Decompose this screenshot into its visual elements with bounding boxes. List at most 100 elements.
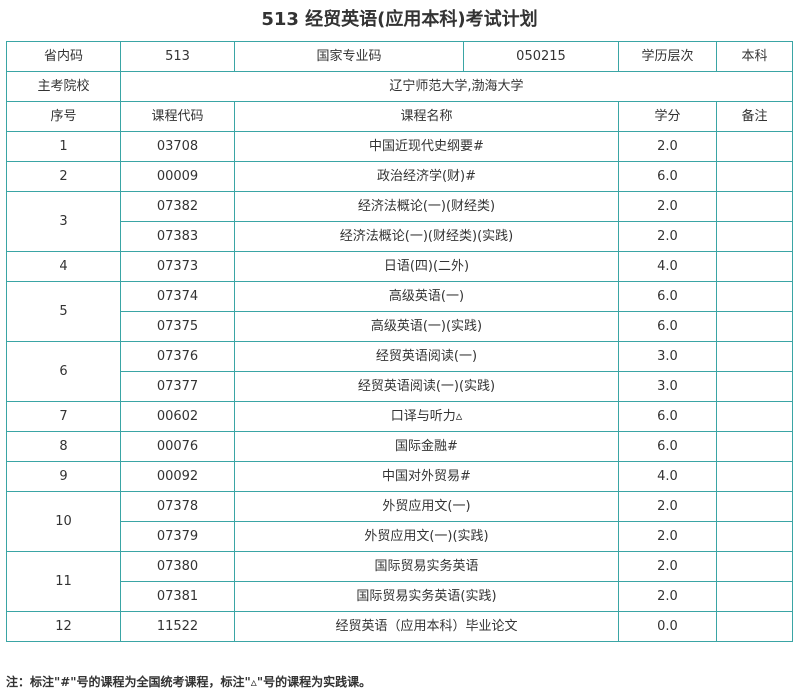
province-code-value: 513 (120, 41, 235, 72)
table-row: 4 07373 日语(四)(二外) 4.0 (6, 251, 793, 282)
row-seq: 5 (6, 281, 121, 342)
course-name: 国际贸易实务英语 (234, 551, 619, 582)
table-row: 12 11522 经贸英语（应用本科）毕业论文 0.0 (6, 611, 793, 642)
course-remark (716, 611, 793, 642)
row-seq: 10 (6, 491, 121, 552)
course-code: 07377 (120, 371, 235, 402)
course-name: 经济法概论(一)(财经类) (234, 191, 619, 222)
table-row: 6 07376 经贸英语阅读(一) 3.0 (6, 341, 793, 402)
course-name: 经贸英语阅读(一) (234, 341, 619, 372)
row-seq: 2 (6, 161, 121, 192)
table-row: 8 00076 国际金融# 6.0 (6, 431, 793, 462)
course-name: 外贸应用文(一)(实践) (234, 521, 619, 552)
table-row: 5 07374 高级英语(一) 6.0 (6, 281, 793, 342)
table-row: 3 07382 经济法概论(一)(财经类) 2.0 (6, 191, 793, 252)
course-name: 高级英语(一)(实践) (234, 311, 619, 342)
course-credit: 3.0 (618, 371, 717, 402)
table-row: 11 07380 国际贸易实务英语 2.0 (6, 551, 793, 612)
course-code: 07381 (120, 581, 235, 612)
course-remark (716, 221, 793, 252)
level-value: 本科 (716, 41, 793, 72)
table-row: 07383 经济法概论(一)(财经类)(实践) 2.0 (7, 221, 793, 252)
course-remark (716, 521, 793, 552)
course-remark (716, 131, 793, 162)
national-code-label: 国家专业码 (234, 41, 464, 72)
course-name: 中国近现代史纲要# (234, 131, 619, 162)
course-credit: 2.0 (618, 581, 717, 612)
school-label: 主考院校 (6, 71, 121, 102)
course-remark (716, 401, 793, 432)
course-remark (716, 431, 793, 462)
meta-row: 省内码 513 国家专业码 050215 学历层次 本科 (6, 41, 793, 72)
course-name: 经贸英语（应用本科）毕业论文 (234, 611, 619, 642)
row-seq: 9 (6, 461, 121, 492)
header-row: 序号 课程代码 课程名称 学分 备注 (6, 101, 793, 132)
course-credit: 2.0 (618, 491, 717, 522)
header-code: 课程代码 (120, 101, 235, 132)
course-name: 国际贸易实务英语(实践) (234, 581, 619, 612)
footnote: 注：标注"#"号的课程为全国统考课程，标注"▵"号的课程为实践课。 (6, 675, 372, 689)
table-row: 1 03708 中国近现代史纲要# 2.0 (6, 131, 793, 162)
course-name: 外贸应用文(一) (234, 491, 619, 522)
course-name: 国际金融# (234, 431, 619, 462)
level-label: 学历层次 (618, 41, 717, 72)
course-code: 07376 (120, 341, 235, 372)
school-row: 主考院校 辽宁师范大学,渤海大学 (6, 71, 793, 102)
course-remark (716, 371, 793, 402)
table-row: 9 00092 中国对外贸易# 4.0 (6, 461, 793, 492)
course-code: 07379 (120, 521, 235, 552)
row-seq: 8 (6, 431, 121, 462)
table-row: 07379 外贸应用文(一)(实践) 2.0 (7, 521, 793, 552)
course-name: 口译与听力▵ (234, 401, 619, 432)
row-seq: 3 (6, 191, 121, 252)
course-credit: 6.0 (618, 281, 717, 312)
row-seq: 1 (6, 131, 121, 162)
course-code: 03708 (120, 131, 235, 162)
course-remark (716, 281, 793, 312)
course-name: 政治经济学(财)# (234, 161, 619, 192)
course-remark (716, 461, 793, 492)
course-credit: 2.0 (618, 221, 717, 252)
province-code-label: 省内码 (6, 41, 121, 72)
course-credit: 6.0 (618, 161, 717, 192)
course-credit: 6.0 (618, 401, 717, 432)
school-value: 辽宁师范大学,渤海大学 (120, 71, 793, 102)
course-credit: 2.0 (618, 191, 717, 222)
row-seq: 11 (6, 551, 121, 612)
course-name: 日语(四)(二外) (234, 251, 619, 282)
page-title: 513 经贸英语(应用本科)考试计划 (261, 9, 538, 30)
table-row: 07375 高级英语(一)(实践) 6.0 (7, 311, 793, 342)
header-name: 课程名称 (234, 101, 619, 132)
course-code: 07378 (120, 491, 235, 522)
course-credit: 2.0 (618, 131, 717, 162)
header-credit: 学分 (618, 101, 717, 132)
course-code: 00076 (120, 431, 235, 462)
course-code: 07375 (120, 311, 235, 342)
course-remark (716, 341, 793, 372)
course-code: 07380 (120, 551, 235, 582)
table-row: 10 07378 外贸应用文(一) 2.0 (6, 491, 793, 552)
course-code: 00602 (120, 401, 235, 432)
course-code: 11522 (120, 611, 235, 642)
course-code: 07374 (120, 281, 235, 312)
course-credit: 0.0 (618, 611, 717, 642)
course-remark (716, 191, 793, 222)
course-credit: 6.0 (618, 311, 717, 342)
row-seq: 7 (6, 401, 121, 432)
table-row: 2 00009 政治经济学(财)# 6.0 (6, 161, 793, 192)
course-name: 经贸英语阅读(一)(实践) (234, 371, 619, 402)
course-credit: 2.0 (618, 521, 717, 552)
course-code: 07382 (120, 191, 235, 222)
table-row: 07377 经贸英语阅读(一)(实践) 3.0 (7, 371, 793, 402)
course-credit: 2.0 (618, 551, 717, 582)
row-seq: 4 (6, 251, 121, 282)
course-name: 高级英语(一) (234, 281, 619, 312)
table-row: 07381 国际贸易实务英语(实践) 2.0 (7, 581, 793, 612)
course-credit: 3.0 (618, 341, 717, 372)
course-remark (716, 491, 793, 522)
header-remark: 备注 (716, 101, 793, 132)
row-seq: 12 (6, 611, 121, 642)
course-remark (716, 581, 793, 612)
course-remark (716, 311, 793, 342)
